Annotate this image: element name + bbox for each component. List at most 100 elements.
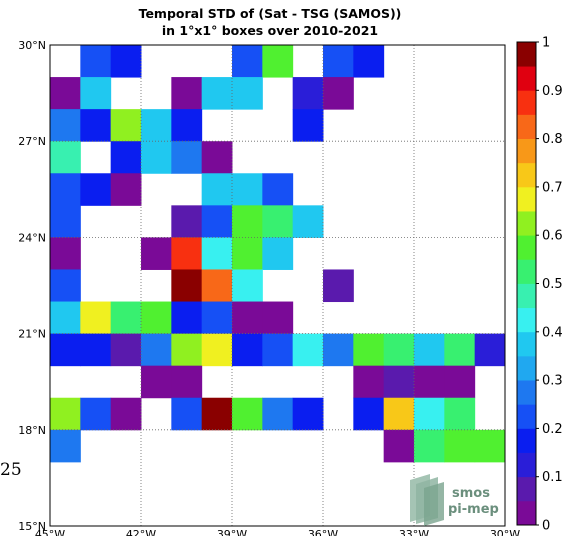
heatmap-cell <box>262 173 294 206</box>
colorbar-segment <box>517 162 536 188</box>
heatmap-cell <box>232 397 263 431</box>
heatmap-cell <box>414 333 445 367</box>
heatmap-cell <box>50 77 81 110</box>
heatmap-cell <box>50 269 81 303</box>
heatmap-cell <box>232 173 263 206</box>
heatmap-cell <box>110 45 142 78</box>
y-axis-ticks: 30°N 27°N 24°N 21°N 18°N 15°N <box>18 39 46 533</box>
colorbar-segment <box>517 259 536 284</box>
heatmap-cell <box>110 109 142 142</box>
heatmap-cell <box>141 301 172 335</box>
heatmap-cell <box>262 45 294 78</box>
colorbar-segment <box>517 42 536 67</box>
x-tick-label: 36°W <box>308 528 338 536</box>
heatmap-cell <box>50 301 81 335</box>
logo-line-2: pi-mep <box>448 502 499 517</box>
colorbar-segment <box>517 186 536 212</box>
colorbar-tick-label: 0.8 <box>542 132 563 147</box>
colorbar-segment <box>517 114 536 139</box>
heatmap-cell <box>474 333 506 367</box>
heatmap-cell <box>171 109 203 142</box>
x-tick-label: 33°W <box>399 528 429 536</box>
x-tick-label: 42°W <box>126 528 156 536</box>
heatmap-cell <box>110 173 142 206</box>
colorbar-segment <box>517 331 536 357</box>
y-tick-label: 18°N <box>18 424 46 437</box>
heatmap-cell <box>50 141 81 174</box>
heatmap-cells <box>50 45 506 463</box>
heatmap-cell <box>80 173 112 206</box>
y-tick-label: 24°N <box>18 231 46 244</box>
heatmap-cell <box>383 397 415 431</box>
y-tick-label: 27°N <box>18 135 46 148</box>
heatmap-cell <box>50 205 81 238</box>
y-tick-label: 30°N <box>18 39 46 52</box>
smos-pimep-logo: smos pi-mep <box>410 474 499 526</box>
heatmap-cell <box>414 365 445 399</box>
colorbar-tick-label: 0.3 <box>542 374 563 389</box>
heatmap-cell <box>323 77 354 110</box>
heatmap-cell <box>262 205 294 238</box>
heatmap-cell <box>323 269 354 303</box>
x-tick-label: 30°W <box>490 528 520 536</box>
colorbar-tick-label: 1 <box>542 36 550 51</box>
heatmap-cell <box>50 333 81 367</box>
heatmap-cell <box>353 45 385 78</box>
heatmap-cell <box>201 141 233 174</box>
colorbar-segment <box>517 235 536 260</box>
heatmap-cell <box>171 301 203 335</box>
colorbar-segment <box>517 307 536 333</box>
heatmap-cell <box>141 333 172 367</box>
heatmap-cell <box>141 141 172 174</box>
heatmap-cell <box>201 77 233 110</box>
heatmap-cell <box>232 77 263 110</box>
heatmap-cell <box>232 205 263 238</box>
colorbar-segment <box>517 90 536 115</box>
heatmap-cell <box>292 109 324 142</box>
colorbar <box>517 42 536 526</box>
colorbar-segment <box>517 283 536 309</box>
colorbar-tick-label: 0.2 <box>542 422 563 437</box>
colorbar-segment <box>517 355 536 381</box>
heatmap-cell <box>201 205 233 238</box>
heatmap-cell <box>383 333 415 367</box>
stray-label: 25 <box>0 460 22 480</box>
heatmap-cell <box>171 77 203 110</box>
colorbar-tick-label: 0.7 <box>542 180 563 195</box>
map-frame <box>49 44 506 527</box>
colorbar-tick-label: 0.9 <box>542 84 563 99</box>
heatmap-cell <box>353 333 385 367</box>
heatmap-cell <box>262 237 294 270</box>
chart-subtitle: in 1°x1° boxes over 2010-2021 <box>162 23 378 38</box>
heatmap-cell <box>292 77 324 110</box>
heatmap-cell <box>232 45 263 78</box>
heatmap-cell <box>262 301 294 335</box>
colorbar-ticks: 0 0.1 0.2 0.3 0.4 0.5 0.6 0.7 0.8 0.9 1 <box>536 36 563 534</box>
heatmap-cell <box>110 397 142 431</box>
colorbar-segment <box>517 476 536 502</box>
colorbar-tick-label: 0.5 <box>542 277 563 292</box>
heatmap-cell <box>80 397 112 431</box>
heatmap-cell <box>50 173 81 206</box>
heatmap-cell <box>171 205 203 238</box>
logo-mark-icon <box>410 474 444 526</box>
y-tick-label: 21°N <box>18 328 46 341</box>
heatmap-cell <box>232 333 263 367</box>
heatmap-cell <box>201 269 233 303</box>
colorbar-tick-label: 0.1 <box>542 470 563 485</box>
heatmap-cell <box>444 397 476 431</box>
colorbar-tick-label: 0.4 <box>542 325 563 340</box>
heatmap-cell <box>141 365 172 399</box>
colorbar-segment <box>517 500 536 526</box>
heatmap-cell <box>80 109 112 142</box>
heatmap-cell <box>383 365 415 399</box>
logo-line-1: smos <box>452 486 490 501</box>
heatmap-cell <box>262 397 294 431</box>
heatmap-cell <box>141 237 172 270</box>
heatmap-cell <box>171 365 203 399</box>
heatmap-cell <box>80 77 112 110</box>
heatmap-cell <box>201 333 233 367</box>
colorbar-tick-label: 0 <box>542 519 550 534</box>
heatmap-cell <box>171 237 203 270</box>
